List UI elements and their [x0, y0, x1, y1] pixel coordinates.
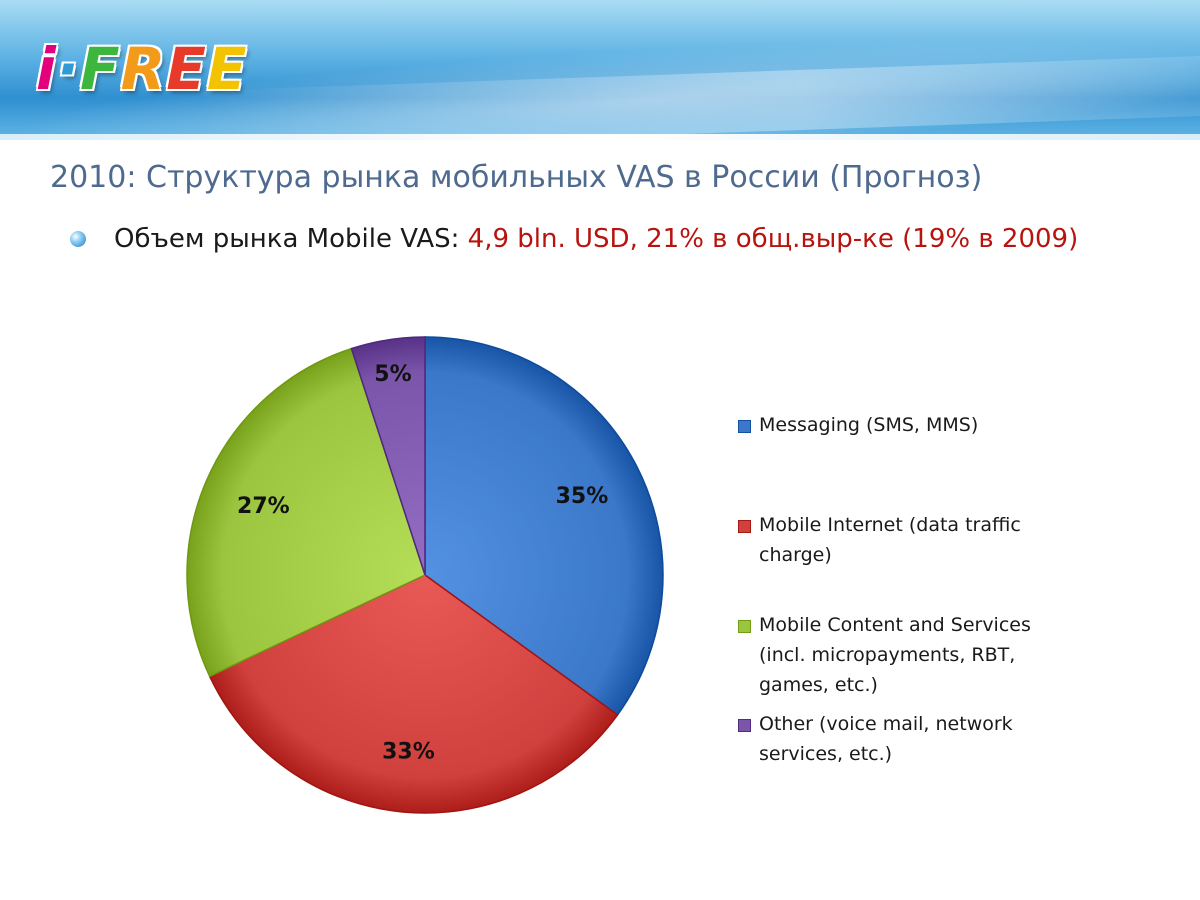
- bullet-text-highlight: 4,9 bln. USD, 21% в общ.выр-ке (19% в 20…: [467, 224, 1079, 254]
- legend-item: Mobile Internet (data traffic charge): [738, 510, 1058, 570]
- pie-data-label: 27%: [237, 494, 290, 519]
- legend-label-line: Other (voice mail, network: [759, 713, 1013, 735]
- slide-title: 2010: Структура рынка мобильных VAS в Ро…: [50, 160, 983, 195]
- pie-data-label: 33%: [382, 739, 435, 764]
- legend-label: Messaging (SMS, MMS): [759, 410, 978, 440]
- bullet-text: Объем рынка Mobile VAS: 4,9 bln. USD, 21…: [114, 224, 1078, 254]
- legend-item: Messaging (SMS, MMS): [738, 410, 1058, 440]
- legend-swatch: [738, 719, 751, 732]
- pie-slice: [186, 347, 426, 678]
- legend-item: Other (voice mail, network services, etc.…: [738, 709, 1058, 769]
- legend-item: Mobile Content and Services (incl. microp…: [738, 610, 1058, 700]
- pie-slices: [186, 336, 664, 814]
- legend-label: Mobile Content and Services (incl. microp…: [759, 610, 1031, 700]
- logo-letter: R: [120, 35, 167, 103]
- logo-letter: i: [36, 35, 57, 103]
- legend-label-line: charge): [759, 544, 832, 566]
- legend-swatch: [738, 620, 751, 633]
- pie-data-label: 5%: [374, 362, 411, 387]
- ifree-logo-text: i·FREE: [36, 40, 247, 98]
- logo-letter: E: [166, 35, 207, 103]
- logo-letter: F: [79, 35, 121, 103]
- header-divider: [0, 134, 1200, 140]
- logo-letter: ·: [56, 35, 80, 103]
- logo-letter: E: [206, 35, 248, 103]
- legend-label-line: services, etc.): [759, 743, 893, 765]
- legend-label-line: (incl. micropayments, RBT,: [759, 644, 1016, 666]
- pie-data-label: 35%: [556, 484, 609, 509]
- bullet-text-prefix: Объем рынка Mobile VAS:: [114, 224, 468, 254]
- legend-label: Other (voice mail, network services, etc.…: [759, 709, 1013, 769]
- pie-labels: 35% 33% 27% 5%: [237, 362, 608, 764]
- legend-label-line: games, etc.): [759, 674, 878, 696]
- pie-slice: [424, 336, 664, 716]
- legend-label-line: Messaging (SMS, MMS): [759, 414, 979, 436]
- pie-slice: [350, 336, 426, 576]
- legend-label-line: Mobile Internet (data traffic: [759, 514, 1021, 536]
- bullet-row: Объем рынка Mobile VAS: 4,9 bln. USD, 21…: [70, 224, 1078, 254]
- header-banner: [0, 0, 1200, 140]
- legend-swatch: [738, 520, 751, 533]
- pie-slice: [208, 574, 619, 814]
- ifree-logo: i·FREE: [36, 34, 247, 104]
- legend-label: Mobile Internet (data traffic charge): [759, 510, 1021, 570]
- legend-label-line: Mobile Content and Services: [759, 614, 1031, 636]
- bullet-icon: [70, 231, 86, 247]
- legend-swatch: [738, 420, 751, 433]
